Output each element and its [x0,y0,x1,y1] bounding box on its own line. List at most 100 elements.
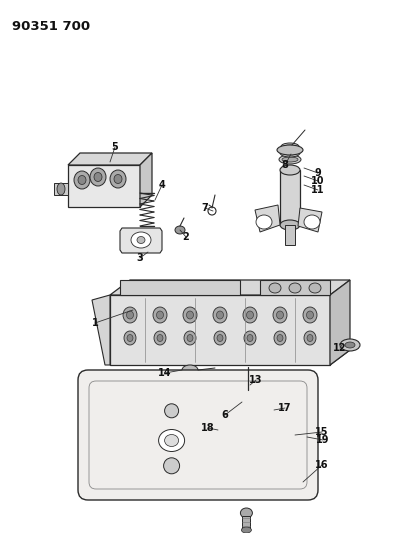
Polygon shape [270,407,297,420]
Ellipse shape [156,311,164,319]
Text: 1: 1 [91,318,98,328]
Ellipse shape [131,232,151,248]
Text: 6: 6 [222,410,229,420]
Text: 90351 700: 90351 700 [12,20,90,33]
Polygon shape [54,183,68,195]
Ellipse shape [164,458,180,474]
Polygon shape [110,280,350,295]
Ellipse shape [137,237,145,244]
Ellipse shape [127,335,133,342]
Polygon shape [258,396,285,420]
Polygon shape [140,153,152,207]
Polygon shape [110,350,350,365]
Ellipse shape [78,175,86,184]
Ellipse shape [159,430,185,451]
Text: 12: 12 [333,343,347,353]
Text: 14: 14 [158,368,172,378]
Ellipse shape [90,168,106,186]
Ellipse shape [304,215,320,229]
Ellipse shape [282,157,298,162]
Ellipse shape [187,311,193,319]
Ellipse shape [183,307,197,323]
Ellipse shape [153,307,167,323]
Ellipse shape [237,396,253,410]
Text: 16: 16 [315,460,329,470]
Bar [285,225,295,245]
Ellipse shape [309,283,321,293]
Ellipse shape [124,331,136,345]
Text: 15: 15 [315,427,329,437]
Ellipse shape [213,307,227,323]
Ellipse shape [164,404,179,418]
Text: 3: 3 [137,253,143,263]
Ellipse shape [164,434,179,447]
Ellipse shape [277,335,283,342]
Bar [241,388,255,398]
Ellipse shape [284,145,296,148]
Ellipse shape [277,145,303,155]
Ellipse shape [123,307,137,323]
Ellipse shape [274,331,286,345]
Text: 7: 7 [202,203,208,213]
Bar [280,170,300,225]
Polygon shape [92,295,110,365]
Polygon shape [260,280,330,295]
Ellipse shape [280,149,300,157]
Text: 18: 18 [201,423,215,433]
Ellipse shape [127,311,133,319]
Ellipse shape [269,283,281,293]
Ellipse shape [244,331,256,345]
Ellipse shape [110,170,126,188]
Text: 5: 5 [112,142,118,152]
Polygon shape [120,228,162,253]
Text: 17: 17 [278,403,292,413]
Ellipse shape [217,335,223,342]
Ellipse shape [340,339,360,351]
Ellipse shape [239,438,251,448]
Ellipse shape [275,408,291,420]
Ellipse shape [304,331,316,345]
FancyBboxPatch shape [78,370,318,500]
Polygon shape [120,280,240,295]
Ellipse shape [114,174,122,183]
Text: 13: 13 [249,375,263,385]
Ellipse shape [247,335,253,342]
Polygon shape [220,425,275,460]
Text: 9: 9 [315,168,321,178]
Ellipse shape [243,307,257,323]
Ellipse shape [208,207,216,215]
Ellipse shape [303,307,317,323]
Text: 8: 8 [282,160,289,170]
Text: 2: 2 [183,232,189,242]
Ellipse shape [273,307,287,323]
Ellipse shape [184,331,196,345]
Ellipse shape [283,151,297,155]
Ellipse shape [214,331,226,345]
Polygon shape [68,165,140,207]
Ellipse shape [241,508,252,518]
Ellipse shape [94,173,102,182]
Ellipse shape [295,429,311,445]
Ellipse shape [187,335,193,342]
Ellipse shape [216,311,224,319]
Ellipse shape [57,183,65,195]
Ellipse shape [279,155,301,164]
Ellipse shape [74,171,90,189]
Ellipse shape [233,433,257,453]
Text: 19: 19 [316,435,330,445]
Polygon shape [330,280,350,365]
Ellipse shape [240,394,256,402]
Ellipse shape [280,165,300,175]
Polygon shape [110,295,330,365]
Text: 11: 11 [311,185,325,195]
Ellipse shape [175,226,185,234]
Ellipse shape [288,422,318,452]
Text: 4: 4 [159,180,165,190]
Polygon shape [298,208,322,232]
Ellipse shape [289,283,301,293]
Ellipse shape [307,311,314,319]
Polygon shape [255,205,280,232]
Ellipse shape [299,433,307,441]
Ellipse shape [241,527,251,533]
Ellipse shape [154,331,166,345]
